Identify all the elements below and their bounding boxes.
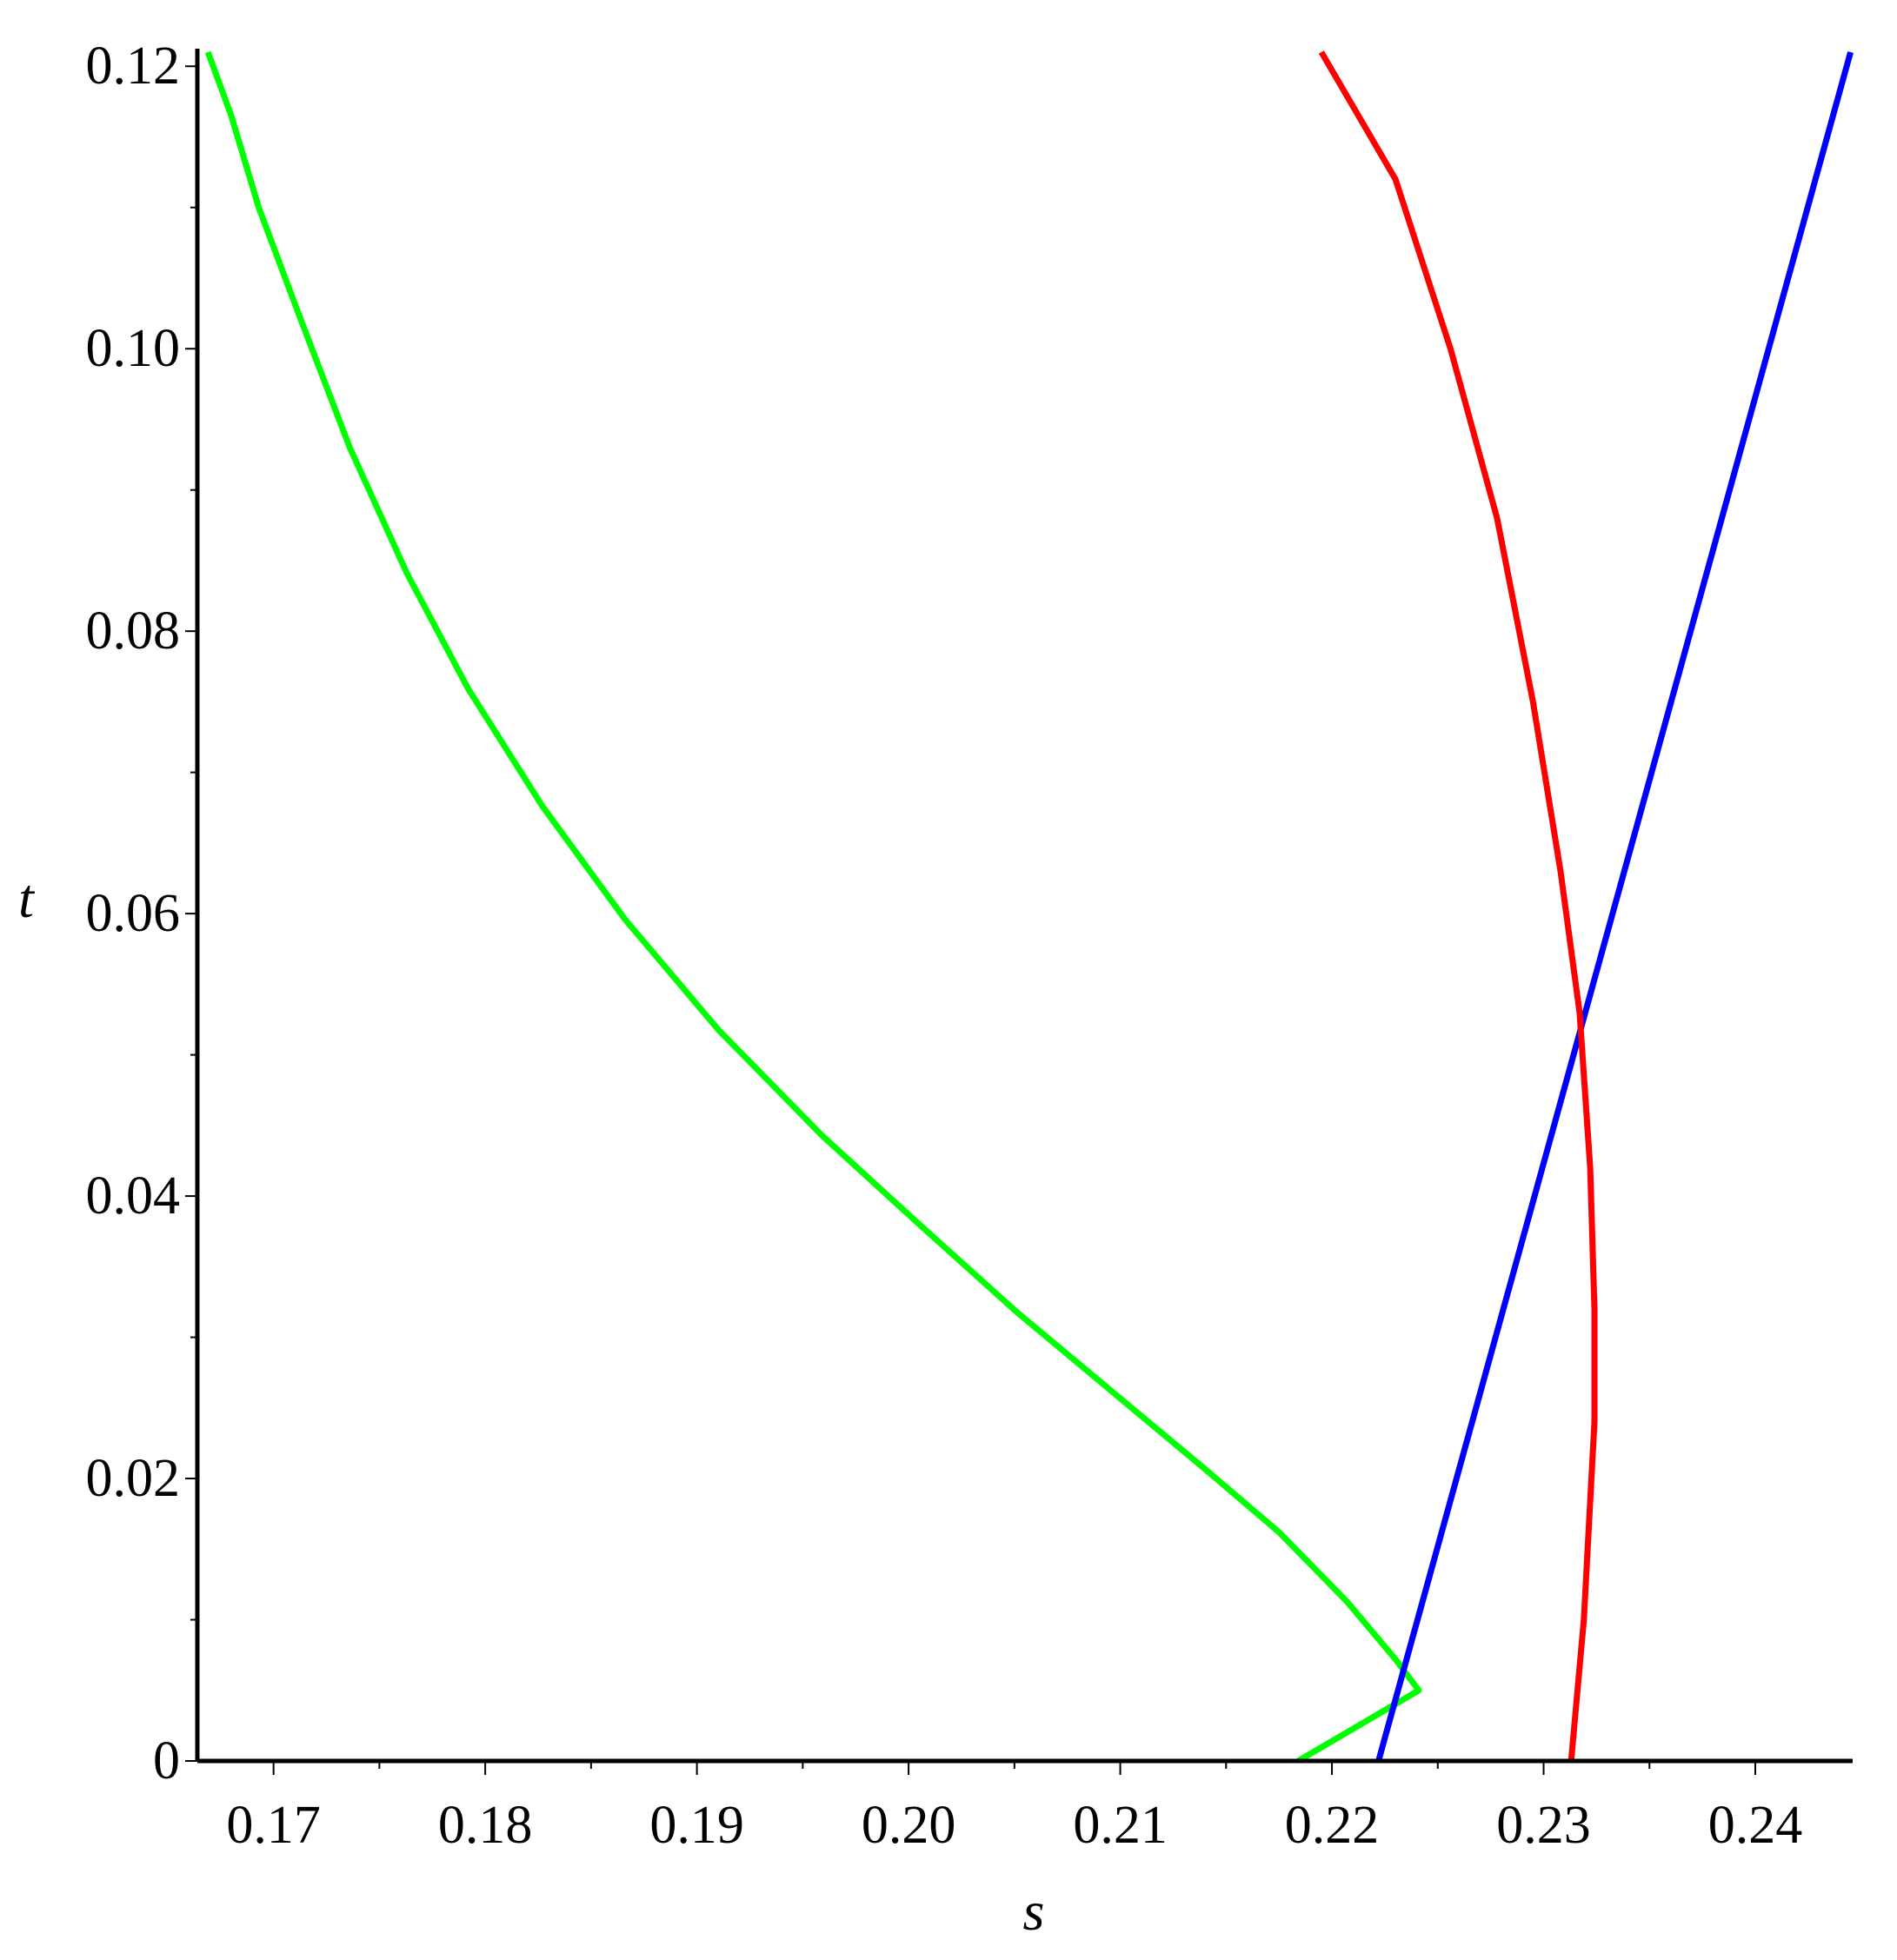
series-line-3 — [1318, 50, 1598, 1762]
y-tick-label: 0.06 — [86, 884, 181, 943]
x-tick-label: 0.22 — [1285, 1796, 1380, 1855]
y-tick-label: 0.12 — [86, 37, 181, 96]
x-tick-label: 0.24 — [1708, 1796, 1803, 1855]
axes-layer — [195, 49, 1853, 1764]
ticks-layer: 0.17 0.18 0.19 0.20 0.21 0.22 0.23 0.24 0 0.02 0.0… — [86, 37, 1803, 1855]
series-line-2 — [1375, 51, 1854, 1762]
series-line-1 — [204, 50, 1422, 1764]
y-axis-label: t — [18, 867, 36, 929]
y-tick-label: 0.08 — [86, 601, 181, 661]
y-tick-label: 0.02 — [86, 1449, 181, 1508]
y-tick-label: 0.10 — [86, 319, 181, 378]
y-tick-label: 0 — [153, 1731, 180, 1791]
x-tick-label: 0.20 — [862, 1796, 956, 1855]
x-tick-label: 0.18 — [438, 1796, 533, 1855]
x-tick-label: 0.19 — [649, 1796, 744, 1855]
x-axis-label: s — [1023, 1880, 1045, 1942]
x-tick-label: 0.17 — [226, 1796, 321, 1855]
x-tick-label: 0.23 — [1496, 1796, 1591, 1855]
x-tick-label: 0.21 — [1073, 1796, 1168, 1855]
series-layer — [204, 50, 1854, 1764]
y-tick-label: 0.04 — [86, 1166, 181, 1226]
